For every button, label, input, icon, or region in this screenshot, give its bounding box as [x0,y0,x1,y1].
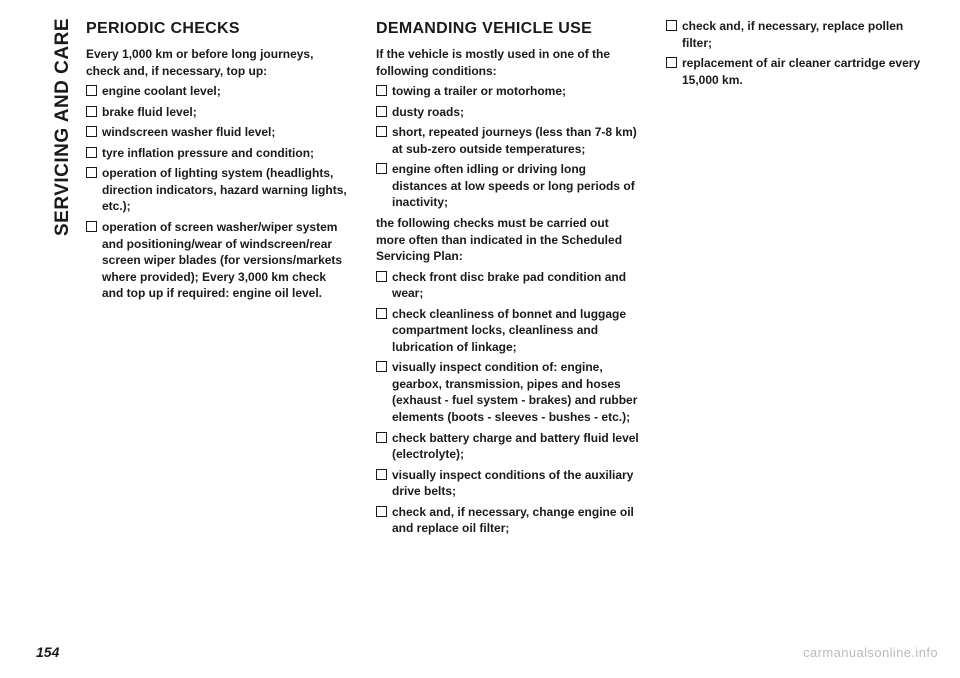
list-item: check front disc brake pad condition and… [376,269,640,302]
column-1: PERIODIC CHECKS Every 1,000 km or before… [86,18,350,626]
list-item: check battery charge and battery fluid l… [376,430,640,463]
demanding-use-intro2: the following checks must be carried out… [376,215,640,265]
column-3: check and, if necessary, replace pollen … [666,18,930,626]
list-item: short, repeated journeys (less than 7-8 … [376,124,640,157]
list-item: engine often idling or driving long dist… [376,161,640,211]
list-item: tyre inflation pressure and condition; [86,145,350,162]
list-item: check and, if necessary, replace pollen … [666,18,930,51]
list-item: dusty roads; [376,104,640,121]
list-item: towing a trailer or motorhome; [376,83,640,100]
list-item: check cleanliness of bonnet and luggage … [376,306,640,356]
demanding-use-intro: If the vehicle is mostly used in one of … [376,46,640,79]
section-label: SERVICING AND CARE [52,18,74,236]
periodic-checks-heading: PERIODIC CHECKS [86,18,350,40]
periodic-checks-intro: Every 1,000 km or before long journeys, … [86,46,350,79]
list-item: engine coolant level; [86,83,350,100]
list-item: operation of lighting system (headlights… [86,165,350,215]
list-item: windscreen washer fluid level; [86,124,350,141]
list-item: brake fluid level; [86,104,350,121]
list-item: visually inspect condition of: engine, g… [376,359,640,425]
list-item: visually inspect conditions of the auxil… [376,467,640,500]
content-columns: PERIODIC CHECKS Every 1,000 km or before… [86,18,930,626]
list-item: operation of screen washer/wiper system … [86,219,350,302]
list-item: check and, if necessary, change engine o… [376,504,640,537]
list-item: replacement of air cleaner cartridge eve… [666,55,930,88]
page-number: 154 [36,644,59,660]
manual-page: SERVICING AND CARE PERIODIC CHECKS Every… [0,0,960,678]
column-2: DEMANDING VEHICLE USE If the vehicle is … [376,18,640,626]
watermark-text: carmanualsonline.info [803,645,938,660]
demanding-use-heading: DEMANDING VEHICLE USE [376,18,640,40]
